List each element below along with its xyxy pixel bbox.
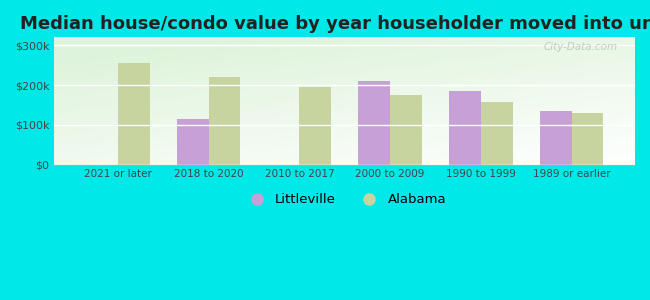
- Bar: [300, 87, 331, 165]
- Bar: [118, 63, 150, 165]
- Title: Median house/condo value by year householder moved into unit: Median house/condo value by year househo…: [20, 15, 650, 33]
- Bar: [390, 95, 422, 165]
- Bar: [177, 119, 209, 165]
- Bar: [358, 81, 390, 165]
- Bar: [481, 102, 513, 165]
- Bar: [540, 111, 571, 165]
- Legend: Littleville, Alabama: Littleville, Alabama: [238, 188, 451, 212]
- Text: City-Data.com: City-Data.com: [543, 42, 618, 52]
- Bar: [449, 91, 481, 165]
- Bar: [571, 113, 603, 165]
- Bar: [209, 77, 240, 165]
